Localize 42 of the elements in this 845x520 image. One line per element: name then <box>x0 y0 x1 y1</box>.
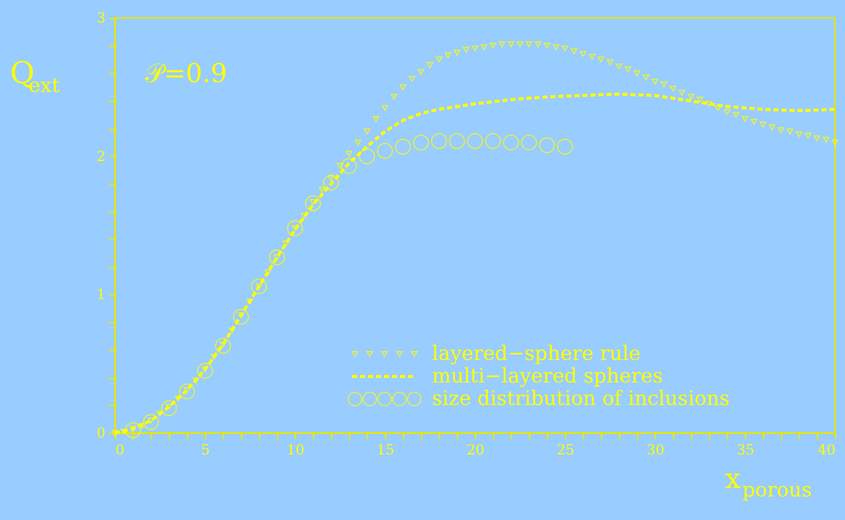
point <box>394 138 412 155</box>
x-tick-label: 30 <box>646 442 664 458</box>
y-tick-label: 1 <box>96 287 106 304</box>
point <box>430 133 448 150</box>
point <box>412 134 430 150</box>
legend-label: size distribution of inclusions <box>432 386 730 410</box>
point <box>520 134 538 150</box>
point <box>250 278 268 294</box>
point <box>502 134 520 150</box>
legend-label: layered−sphere rule <box>432 341 641 365</box>
point <box>124 422 142 438</box>
point <box>322 174 340 191</box>
annotation: 𝒫=0.9 <box>145 59 228 89</box>
point <box>142 414 160 430</box>
x-tick-label: 20 <box>466 442 484 458</box>
point <box>556 138 574 155</box>
point <box>340 158 358 174</box>
point <box>448 133 466 150</box>
x-tick-label: 15 <box>376 442 394 458</box>
x-tick-label: 5 <box>201 442 210 458</box>
point <box>484 133 502 150</box>
point <box>304 195 322 212</box>
point <box>196 362 214 379</box>
x-tick-label: 0 <box>116 442 124 458</box>
point <box>286 220 304 236</box>
y-tick-label: 3 <box>96 10 106 26</box>
x-tick-label: 40 <box>818 442 836 458</box>
y-tick-label: 0 <box>96 426 106 442</box>
point <box>358 148 376 164</box>
point <box>160 400 178 416</box>
y-tick-label: 2 <box>96 148 106 165</box>
point <box>376 142 394 159</box>
legend-label: multi−layered spheres <box>432 364 663 388</box>
point <box>466 133 484 150</box>
point <box>538 137 556 154</box>
x-tick-label: 25 <box>556 442 574 458</box>
point <box>232 308 250 325</box>
point <box>214 338 232 354</box>
x-tick-label: 35 <box>736 442 754 458</box>
point <box>268 249 286 266</box>
point <box>178 384 196 400</box>
x-tick-label: 10 <box>286 442 304 458</box>
